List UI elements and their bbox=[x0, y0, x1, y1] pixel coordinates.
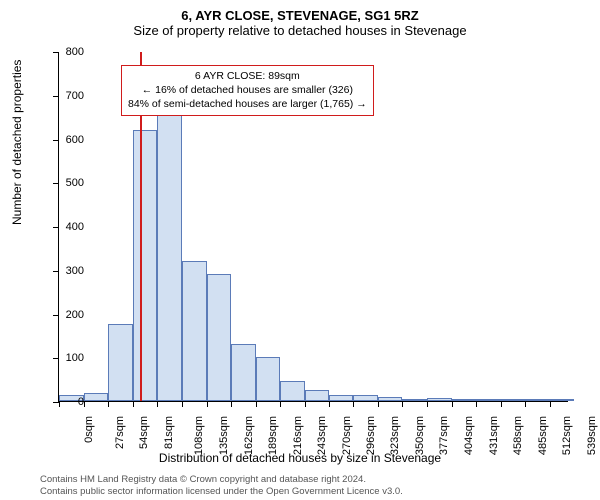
x-tick bbox=[525, 401, 526, 407]
annotation-line: 6 AYR CLOSE: 89sqm bbox=[128, 69, 367, 83]
x-tick-label: 135sqm bbox=[218, 416, 230, 455]
y-tick-label: 300 bbox=[54, 265, 84, 277]
x-tick-label: 377sqm bbox=[438, 416, 450, 455]
x-tick bbox=[231, 401, 232, 407]
x-tick-label: 539sqm bbox=[586, 416, 598, 455]
histogram-bar bbox=[207, 274, 232, 401]
histogram-bar bbox=[182, 261, 207, 401]
x-tick-label: 243sqm bbox=[316, 416, 328, 455]
plot-frame: 6 AYR CLOSE: 89sqm← 16% of detached hous… bbox=[58, 52, 568, 402]
histogram-bar bbox=[452, 399, 477, 401]
y-tick-label: 500 bbox=[54, 177, 84, 189]
x-tick bbox=[207, 401, 208, 407]
x-tick-label: 512sqm bbox=[561, 416, 573, 455]
x-tick bbox=[305, 401, 306, 407]
x-tick bbox=[427, 401, 428, 407]
x-tick-label: 216sqm bbox=[292, 416, 304, 455]
histogram-bar bbox=[427, 398, 452, 402]
x-tick bbox=[280, 401, 281, 407]
y-tick-label: 600 bbox=[54, 134, 84, 146]
annotation-line: 84% of semi-detached houses are larger (… bbox=[128, 97, 367, 111]
x-tick bbox=[501, 401, 502, 407]
x-tick-label: 27sqm bbox=[114, 416, 126, 449]
x-tick-label: 431sqm bbox=[488, 416, 500, 455]
x-tick-label: 0sqm bbox=[83, 416, 95, 443]
histogram-bar bbox=[378, 397, 403, 401]
histogram-bar bbox=[550, 399, 575, 401]
x-tick bbox=[550, 401, 551, 407]
y-tick-label: 200 bbox=[54, 309, 84, 321]
y-tick-label: 400 bbox=[54, 221, 84, 233]
x-tick bbox=[182, 401, 183, 407]
x-tick-label: 485sqm bbox=[537, 416, 549, 455]
histogram-bar bbox=[476, 399, 501, 401]
x-tick-label: 350sqm bbox=[414, 416, 426, 455]
x-tick-label: 108sqm bbox=[193, 416, 205, 455]
chart-container: 6, AYR CLOSE, STEVENAGE, SG1 5RZ Size of… bbox=[0, 0, 600, 500]
x-tick bbox=[157, 401, 158, 407]
histogram-bar bbox=[353, 395, 378, 401]
x-tick bbox=[329, 401, 330, 407]
x-tick-label: 81sqm bbox=[163, 416, 175, 449]
x-tick bbox=[402, 401, 403, 407]
histogram-bar bbox=[501, 399, 526, 401]
histogram-bar bbox=[157, 114, 182, 401]
x-tick-label: 404sqm bbox=[463, 416, 475, 455]
x-tick-label: 54sqm bbox=[138, 416, 150, 449]
histogram-bar bbox=[305, 390, 330, 401]
x-tick-label: 162sqm bbox=[243, 416, 255, 455]
y-tick-label: 100 bbox=[54, 352, 84, 364]
histogram-bar bbox=[402, 399, 427, 401]
histogram-bar bbox=[231, 344, 256, 401]
x-tick-label: 458sqm bbox=[512, 416, 524, 455]
histogram-bar bbox=[329, 395, 354, 401]
histogram-bar bbox=[256, 357, 281, 401]
x-tick bbox=[353, 401, 354, 407]
plot-area: 6 AYR CLOSE: 89sqm← 16% of detached hous… bbox=[58, 52, 568, 402]
footer-line2: Contains public sector information licen… bbox=[40, 486, 590, 498]
annotation-box: 6 AYR CLOSE: 89sqm← 16% of detached hous… bbox=[121, 65, 374, 116]
x-tick bbox=[256, 401, 257, 407]
x-tick-label: 296sqm bbox=[365, 416, 377, 455]
annotation-line: ← 16% of detached houses are smaller (32… bbox=[128, 83, 367, 97]
footer-line1: Contains HM Land Registry data © Crown c… bbox=[40, 474, 590, 486]
chart-title-line1: 6, AYR CLOSE, STEVENAGE, SG1 5RZ bbox=[0, 0, 600, 23]
x-tick bbox=[378, 401, 379, 407]
histogram-bar bbox=[108, 324, 133, 401]
x-tick bbox=[452, 401, 453, 407]
x-tick-label: 323sqm bbox=[389, 416, 401, 455]
x-tick bbox=[108, 401, 109, 407]
histogram-bar bbox=[280, 381, 305, 401]
attribution-footer: Contains HM Land Registry data © Crown c… bbox=[40, 474, 590, 498]
x-tick bbox=[133, 401, 134, 407]
y-axis-label: Number of detached properties bbox=[10, 60, 24, 225]
x-tick-label: 189sqm bbox=[267, 416, 279, 455]
y-tick-label: 0 bbox=[54, 396, 84, 408]
y-tick-label: 700 bbox=[54, 90, 84, 102]
histogram-bar bbox=[525, 399, 550, 401]
y-tick-label: 800 bbox=[54, 46, 84, 58]
histogram-bar bbox=[84, 393, 109, 401]
chart-title-line2: Size of property relative to detached ho… bbox=[0, 23, 600, 44]
x-tick-label: 270sqm bbox=[341, 416, 353, 455]
x-tick bbox=[476, 401, 477, 407]
histogram-bar bbox=[133, 130, 158, 401]
